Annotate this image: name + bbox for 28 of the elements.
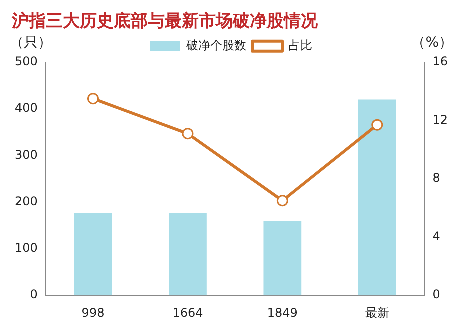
point [276, 195, 288, 207]
y-tick-label: 100 [15, 241, 38, 256]
y2-tick-label: 0 [432, 288, 440, 302]
y-tick-label: 500 [15, 54, 38, 69]
legend-label: 破净个股数 [186, 38, 246, 53]
bar [358, 100, 396, 296]
x-tick-label: 最新 [365, 306, 390, 320]
y2-tick-label: 4 [432, 229, 440, 244]
legend-label: 占比 [288, 38, 312, 53]
y2-axis-title: （%） [412, 35, 453, 52]
x-tick-label: 998 [82, 306, 105, 320]
y-axis-title: （只） [10, 35, 52, 52]
bar [169, 213, 207, 296]
point [372, 119, 384, 131]
y-tick-label: 400 [15, 101, 38, 116]
y-tick-label: 300 [15, 148, 38, 162]
y2-tick-label: 8 [432, 171, 440, 186]
point [182, 128, 194, 140]
y-tick-label: 200 [15, 194, 38, 208]
y2-tick-label: 12 [432, 112, 448, 127]
x-tick-label: 1849 [267, 306, 298, 320]
y-tick-label: 0 [30, 288, 38, 302]
bar [74, 213, 112, 296]
point [88, 93, 100, 105]
chart-title: 沪指三大历史底部与最新市场破净股情况 [11, 12, 319, 32]
x-tick-label: 1664 [172, 306, 204, 320]
bar [264, 220, 302, 296]
y2-tick-label: 16 [432, 54, 448, 69]
